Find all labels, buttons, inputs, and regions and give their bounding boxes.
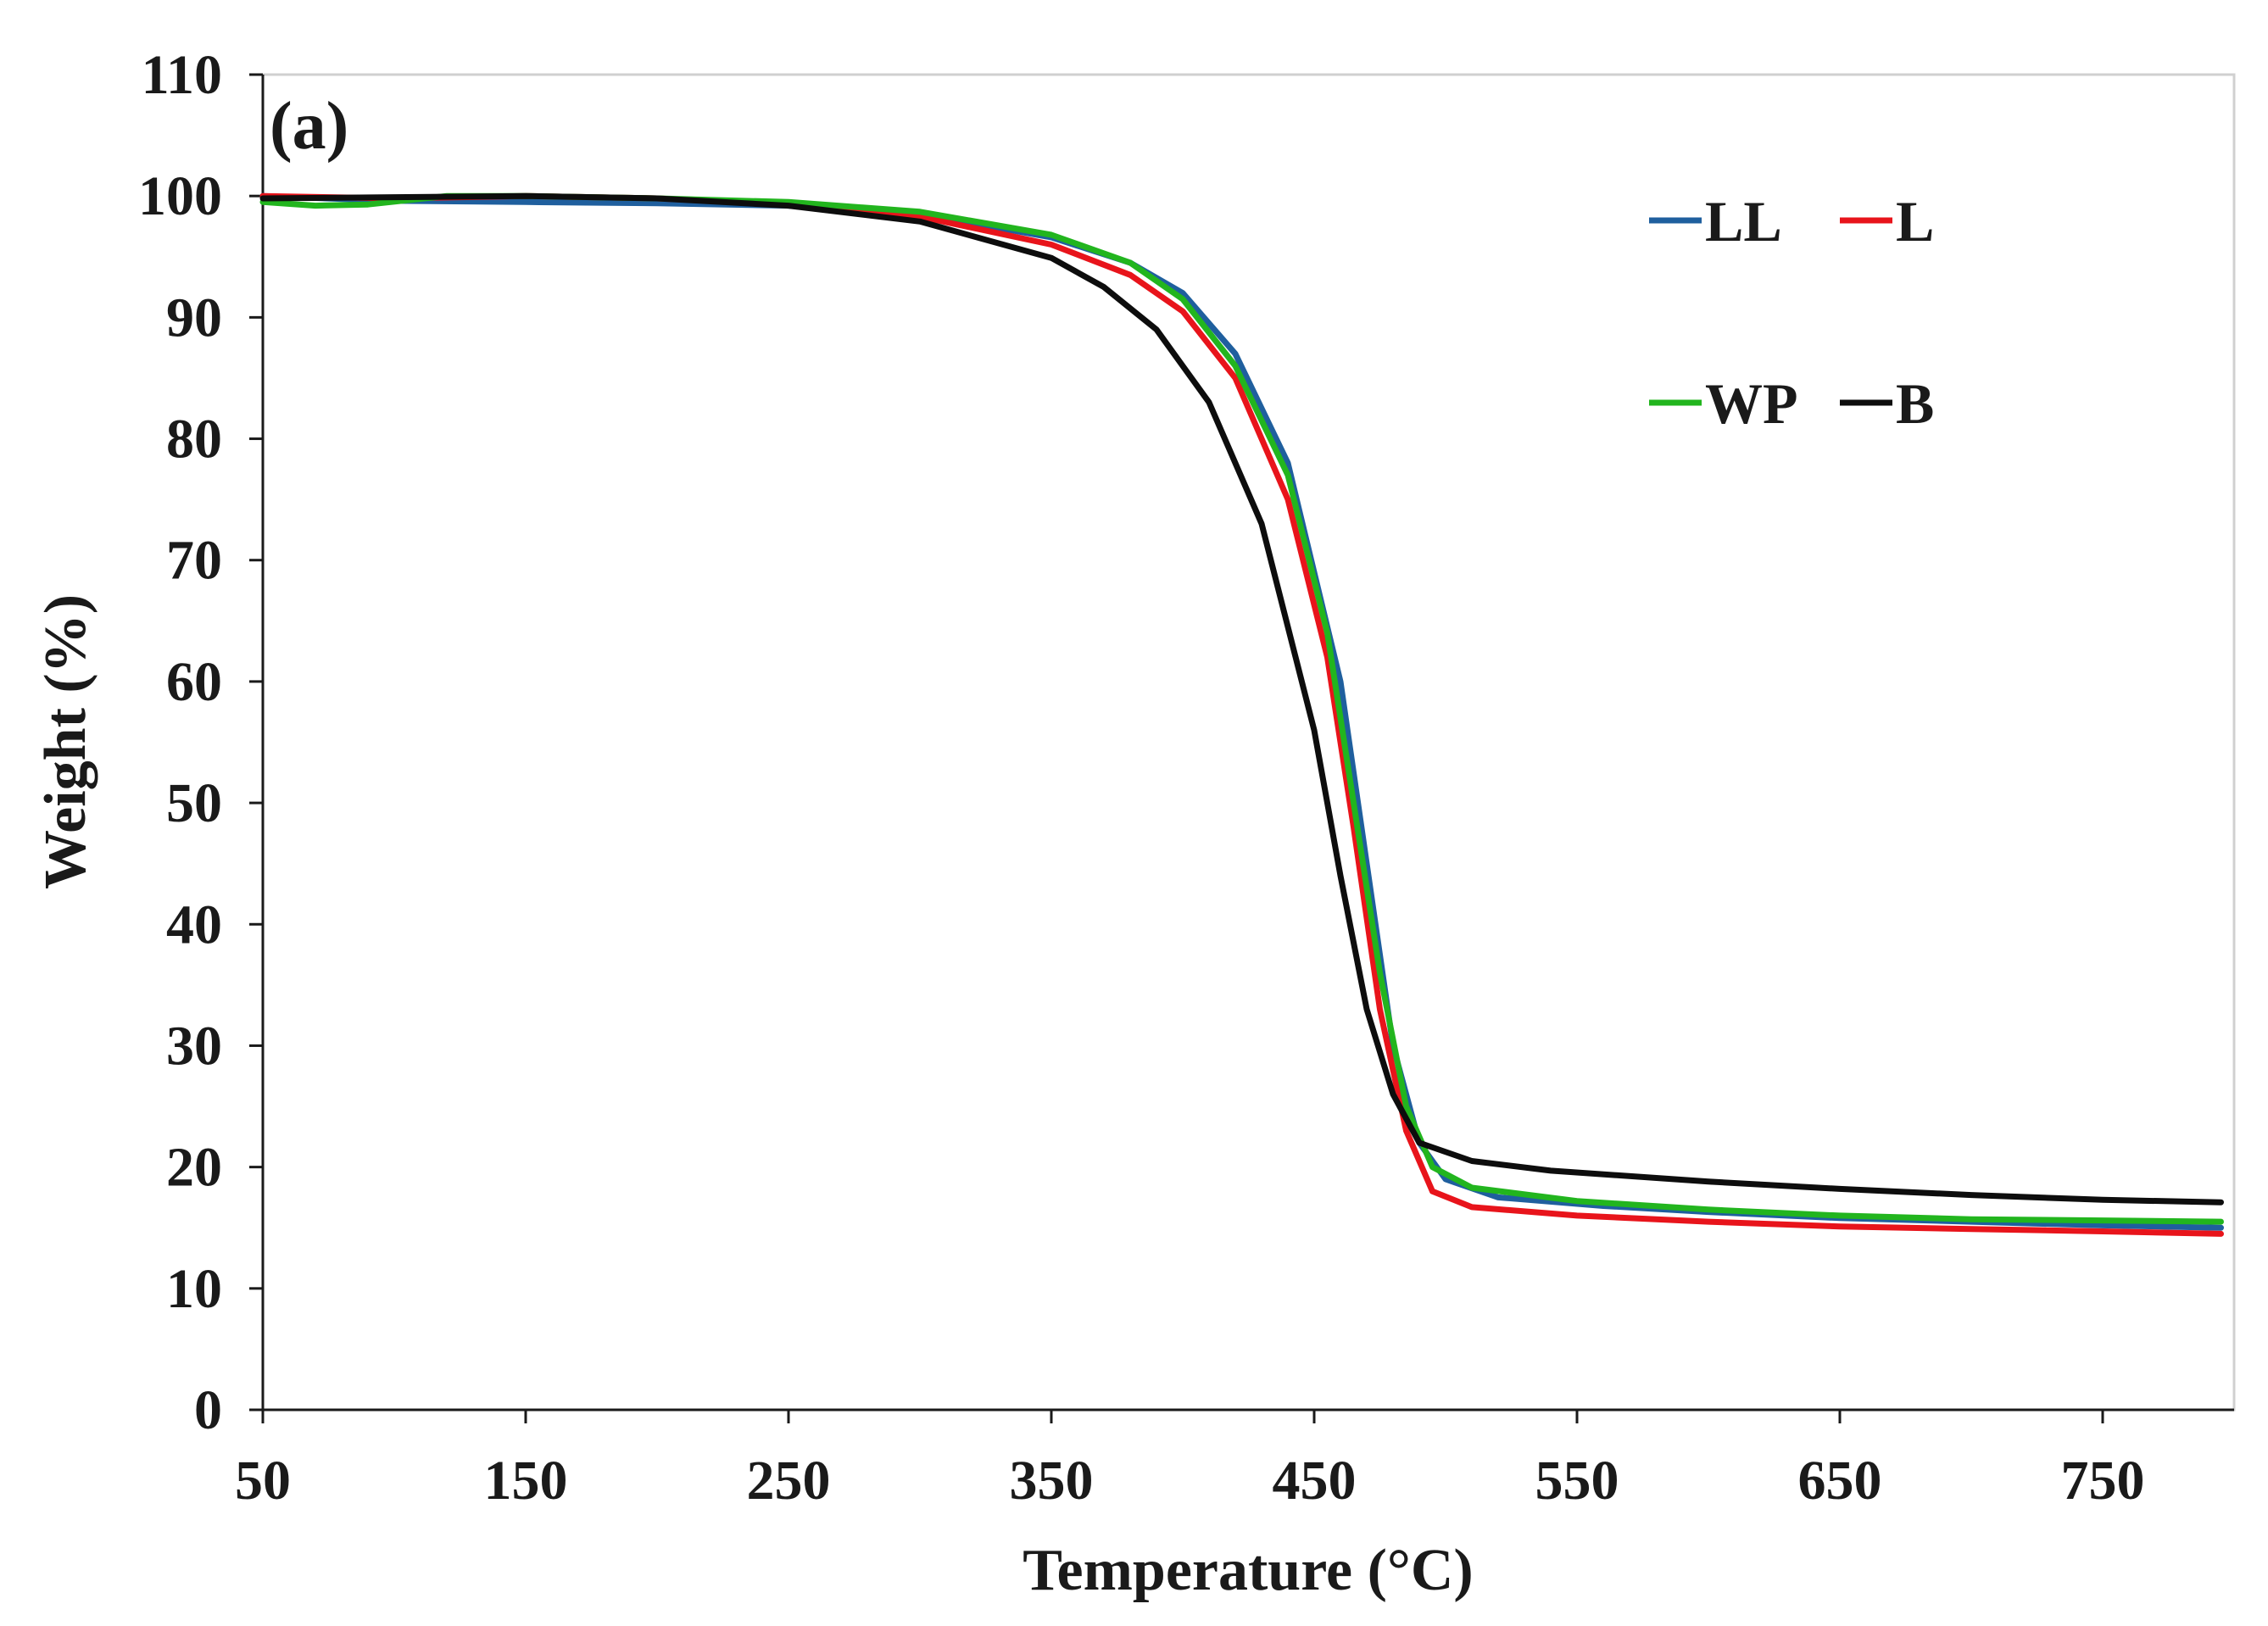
- y-axis-title: Weight (%): [33, 594, 98, 889]
- x-axis-ticks: 50 150 250 350 450 550 650 750: [235, 1410, 2145, 1512]
- legend-label-l: L: [1896, 189, 1934, 253]
- x-axis-title: Temperature (°C): [1023, 1538, 1474, 1603]
- legend-label-b: B: [1896, 371, 1934, 436]
- y-tick-label: 100: [138, 165, 222, 227]
- y-tick-label: 60: [166, 651, 222, 713]
- x-tick-label: 250: [747, 1450, 831, 1512]
- x-tick-label: 50: [235, 1450, 291, 1512]
- series-lines: [259, 192, 2224, 1237]
- x-tick-label: 550: [1535, 1450, 1619, 1512]
- x-tick-label: 650: [1798, 1450, 1882, 1512]
- y-tick-label: 50: [166, 772, 222, 834]
- y-tick-label: 40: [166, 894, 222, 955]
- y-tick-label: 80: [166, 409, 222, 471]
- panel-label: (a): [270, 89, 348, 164]
- y-tick-label: 20: [166, 1137, 222, 1199]
- y-axis-ticks: 0 10 20 30 40 50 60 70 80 90 100 110: [138, 44, 263, 1441]
- legend-label-wp: WP: [1705, 371, 1798, 436]
- x-tick-label: 750: [2061, 1450, 2145, 1512]
- y-tick-label: 70: [166, 530, 222, 592]
- series-line-b: [259, 192, 2224, 1206]
- y-tick-label: 90: [166, 287, 222, 348]
- legend: LL LWP B: [1649, 189, 1934, 436]
- legend-label-ll: LL: [1705, 189, 1782, 253]
- y-tick-label: 10: [166, 1258, 222, 1320]
- y-tick-label: 30: [166, 1015, 222, 1077]
- y-tick-label: 0: [194, 1379, 222, 1441]
- plot-frame: [261, 73, 2236, 1412]
- x-tick-label: 150: [484, 1450, 568, 1512]
- x-tick-label: 450: [1273, 1450, 1357, 1512]
- y-tick-label: 110: [142, 44, 222, 106]
- x-tick-label: 350: [1010, 1450, 1094, 1512]
